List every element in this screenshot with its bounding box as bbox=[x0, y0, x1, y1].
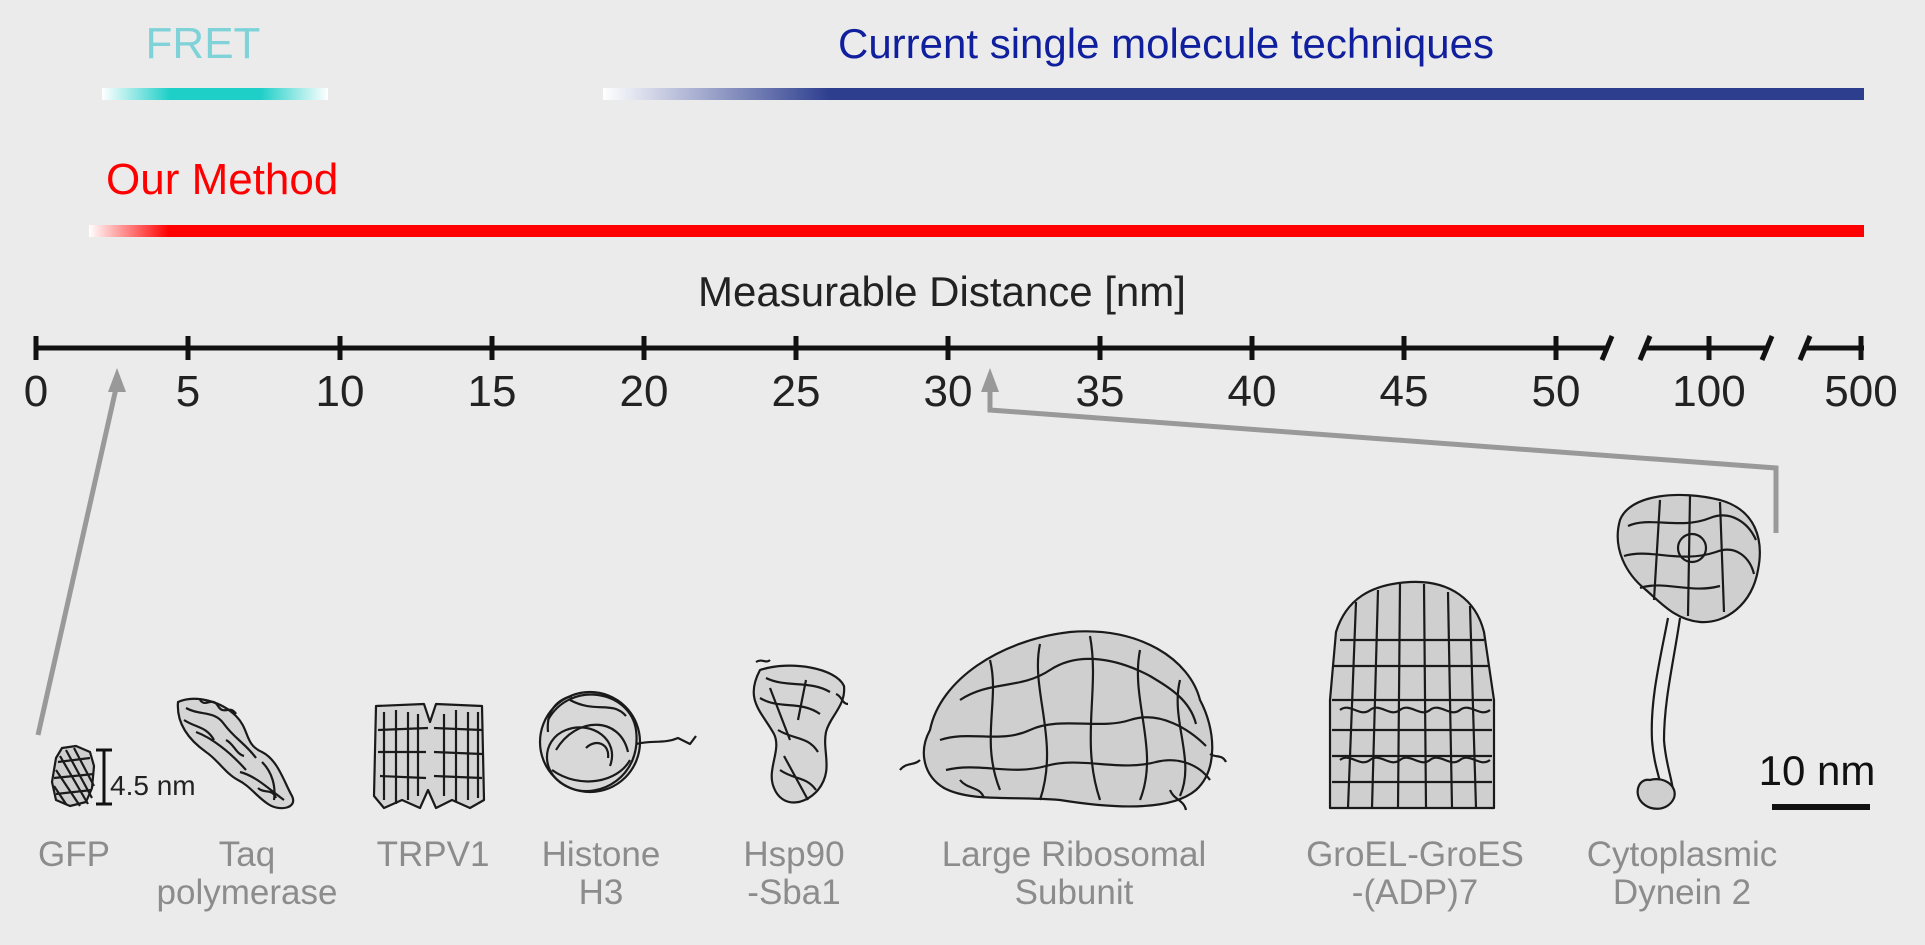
molecule-label: GFP bbox=[38, 835, 110, 874]
molecule-label: polymerase bbox=[157, 873, 338, 912]
axis-tick-label: 0 bbox=[24, 367, 48, 416]
molecule-label: Taq bbox=[219, 835, 275, 874]
axis-tick-label: 25 bbox=[772, 367, 821, 416]
current-techniques-label: Current single molecule techniques bbox=[838, 20, 1494, 67]
taq-polymerase-structure-icon bbox=[176, 697, 295, 810]
axis-tick-label: 10 bbox=[316, 367, 365, 416]
molecule-label: GroEL-GroES bbox=[1306, 835, 1524, 874]
gfp-size-label: 4.5 nm bbox=[110, 770, 196, 801]
axis-tick-label: 40 bbox=[1228, 367, 1277, 416]
current-techniques-range-bar bbox=[603, 88, 1864, 100]
axis-tick-label: 5 bbox=[176, 367, 200, 416]
hsp90-sba1-structure-icon bbox=[752, 659, 849, 804]
large-ribosomal-subunit-structure-icon bbox=[899, 630, 1227, 811]
axis-tick-labels: 0 5 10 15 20 25 30 35 40 45 50 100 500 bbox=[24, 367, 1898, 416]
axis-tick-label: 30 bbox=[924, 367, 973, 416]
histone-h3-structure-icon bbox=[538, 690, 697, 794]
axis-tick-label: 100 bbox=[1672, 367, 1745, 416]
fret-label: FRET bbox=[146, 19, 261, 68]
axis-line bbox=[36, 335, 1864, 361]
gfp-arrow bbox=[35, 383, 120, 736]
gfp-size-bar bbox=[96, 748, 112, 806]
dynein-arrow bbox=[987, 384, 1779, 533]
axis-tick-label: 15 bbox=[468, 367, 517, 416]
gfp-structure-icon bbox=[50, 744, 96, 808]
axis-title: Measurable Distance [nm] bbox=[698, 268, 1186, 315]
molecule-label: -(ADP)7 bbox=[1352, 873, 1478, 912]
fret-range-bar bbox=[102, 88, 328, 100]
dynein-arrow-head bbox=[981, 368, 999, 392]
molecule-label: H3 bbox=[579, 873, 624, 912]
cytoplasmic-dynein-2-structure-icon bbox=[1616, 493, 1761, 810]
axis-ticks bbox=[33, 336, 1864, 360]
our-method-label: Our Method bbox=[106, 155, 338, 204]
our-method-range-bar bbox=[89, 225, 1864, 237]
molecule-label: TRPV1 bbox=[377, 835, 490, 874]
gfp-arrow-head bbox=[108, 368, 126, 392]
axis-tick-label: 20 bbox=[620, 367, 669, 416]
molecule-label: Histone bbox=[542, 835, 661, 874]
axis-tick-label: 45 bbox=[1380, 367, 1429, 416]
molecule-label: Hsp90 bbox=[743, 835, 844, 874]
scale-bar-label: 10 nm bbox=[1759, 747, 1876, 794]
axis-tick-label: 35 bbox=[1076, 367, 1125, 416]
molecule-label: Subunit bbox=[1015, 873, 1134, 912]
axis-tick-label: 500 bbox=[1824, 367, 1897, 416]
molecule-label: -Sba1 bbox=[747, 873, 840, 912]
trpv1-structure-icon bbox=[372, 702, 486, 810]
molecule-label: Cytoplasmic bbox=[1587, 835, 1778, 874]
axis-tick-label: 50 bbox=[1532, 367, 1581, 416]
molecule-label: Large Ribosomal bbox=[942, 835, 1207, 874]
molecule-label: Dynein 2 bbox=[1613, 873, 1751, 912]
groel-groes-structure-icon bbox=[1328, 580, 1496, 810]
